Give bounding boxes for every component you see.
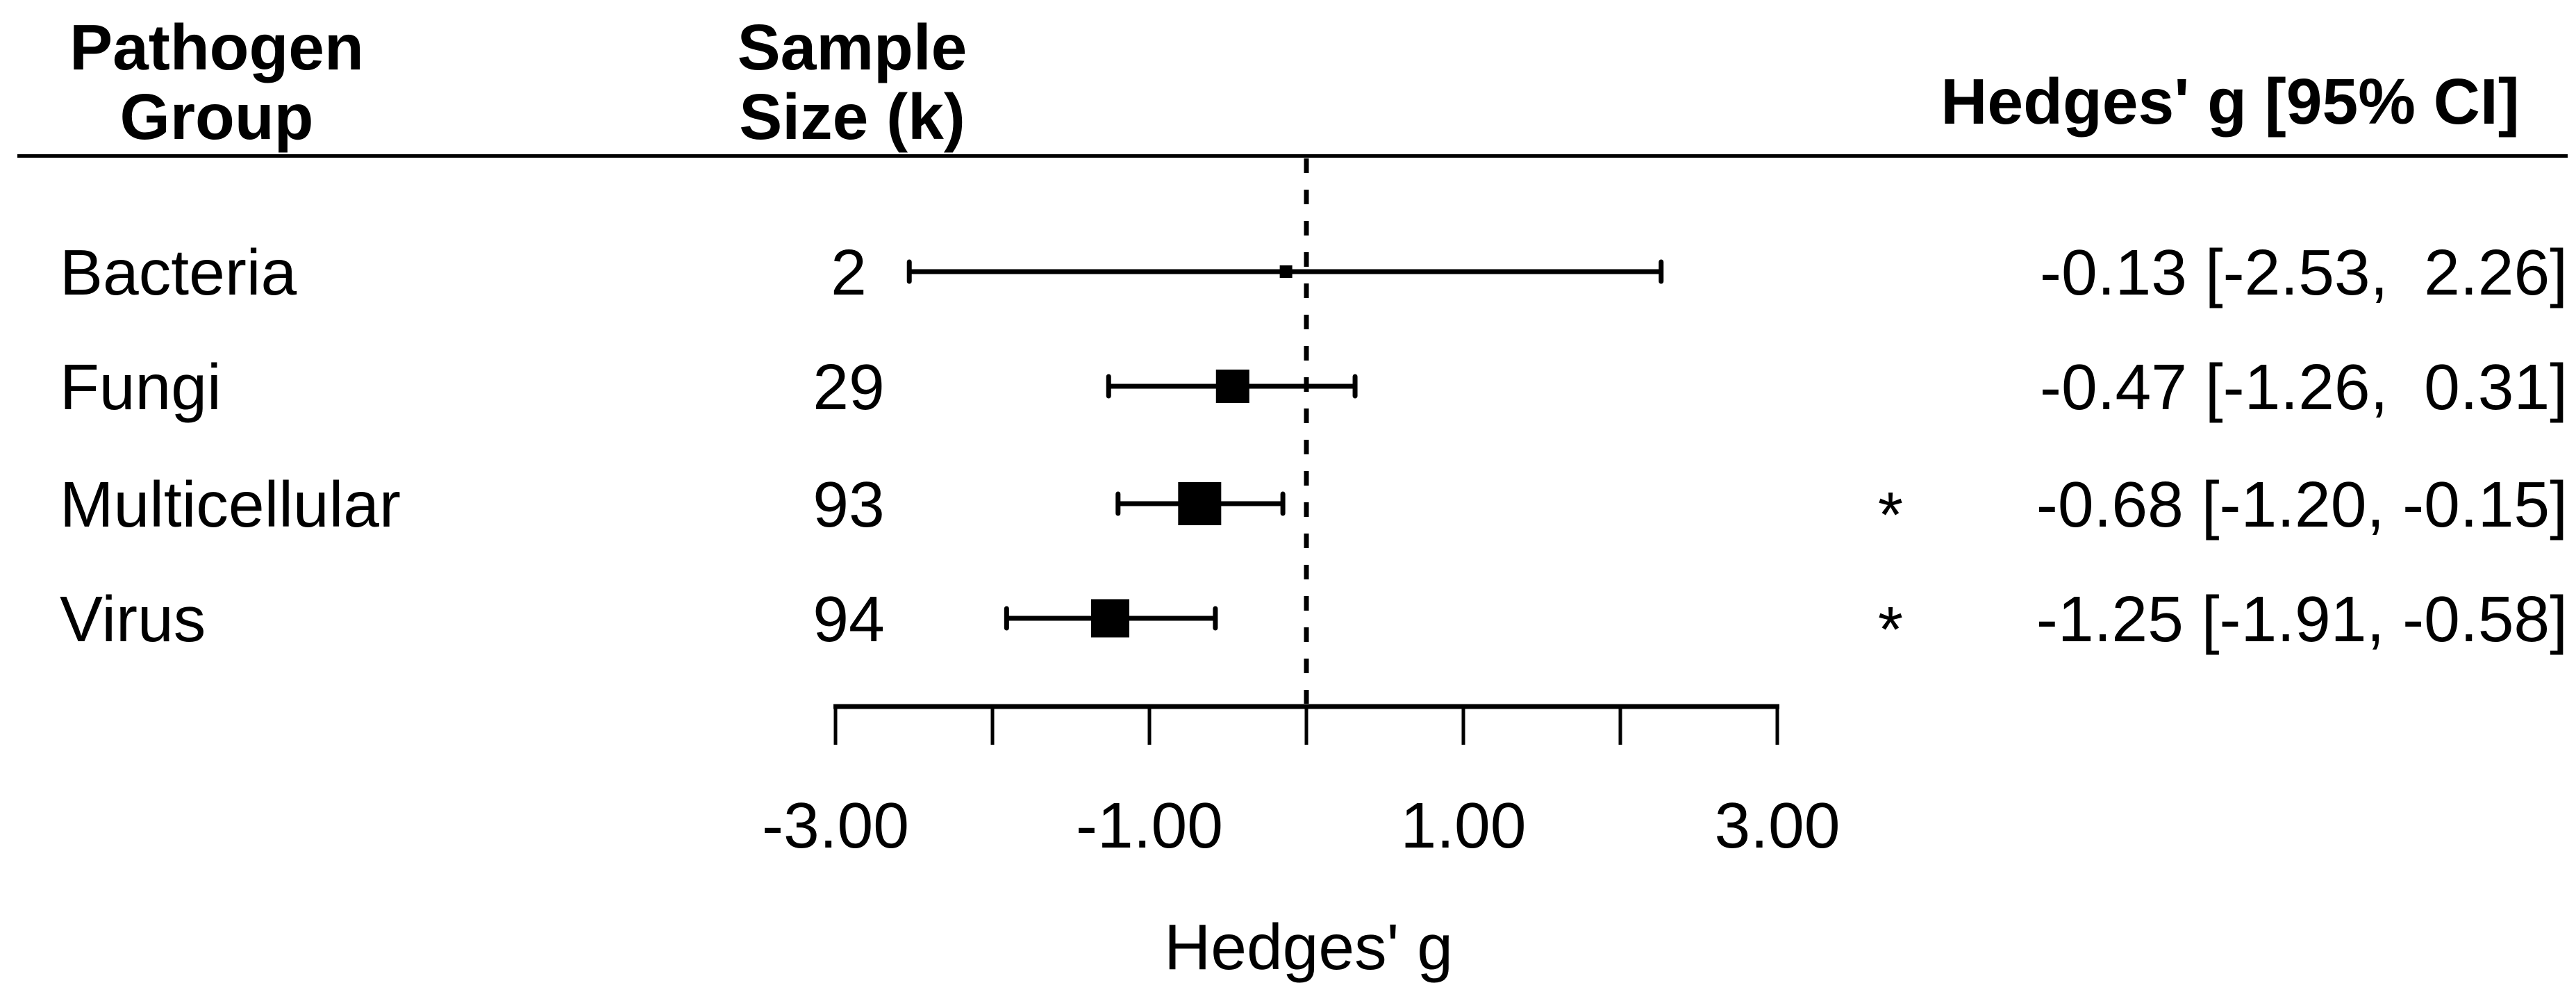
significance-asterisk-multicellular: * bbox=[1878, 479, 1903, 551]
effect-marker-multicellular bbox=[1178, 482, 1222, 525]
header-separator-line bbox=[17, 154, 2568, 158]
sample-size-bacteria: 2 bbox=[831, 236, 867, 308]
sample-size-multicellular: 93 bbox=[813, 468, 884, 540]
header-sample-size-line2: Size (k) bbox=[739, 81, 965, 153]
group-label-multicellular: Multicellular bbox=[60, 468, 401, 540]
effect-marker-virus bbox=[1091, 599, 1129, 638]
effect-marker-fungi bbox=[1215, 370, 1249, 403]
effect-marker-bacteria bbox=[1279, 265, 1293, 278]
header-sample-size-line1: Sample bbox=[738, 11, 967, 83]
x-tick-label--3: -3.00 bbox=[762, 789, 909, 861]
group-label-bacteria: Bacteria bbox=[60, 236, 297, 308]
header-hedges-g-ci: Hedges' g [95% CI] bbox=[1941, 65, 2519, 138]
header-pathogen-group-line1: Pathogen bbox=[69, 11, 364, 83]
estimate-ci-text-virus: -1.25 [-1.91, -0.58] bbox=[2036, 583, 2568, 655]
significance-asterisk-virus: * bbox=[1878, 593, 1903, 666]
estimate-ci-text-fungi: -0.47 [-1.26, 0.31] bbox=[2040, 351, 2568, 423]
x-tick-label--1: -1.00 bbox=[1076, 789, 1223, 861]
x-tick-label-1: 1.00 bbox=[1400, 789, 1526, 861]
header-pathogen-group-line2: Group bbox=[120, 81, 314, 153]
group-label-virus: Virus bbox=[60, 583, 206, 655]
x-axis-title: Hedges' g bbox=[1164, 911, 1453, 983]
x-tick-label-3: 3.00 bbox=[1714, 789, 1840, 861]
group-label-fungi: Fungi bbox=[60, 351, 222, 423]
estimate-ci-text-multicellular: -0.68 [-1.20, -0.15] bbox=[2036, 468, 2568, 540]
estimate-ci-text-bacteria: -0.13 [-2.53, 2.26] bbox=[2040, 236, 2568, 308]
plot-area: Bacteria 2 -0.13 [-2.53, 2.26] Fungi 29 -0.47… bbox=[60, 158, 2568, 861]
sample-size-fungi: 29 bbox=[813, 351, 884, 423]
sample-size-virus: 94 bbox=[813, 583, 884, 655]
